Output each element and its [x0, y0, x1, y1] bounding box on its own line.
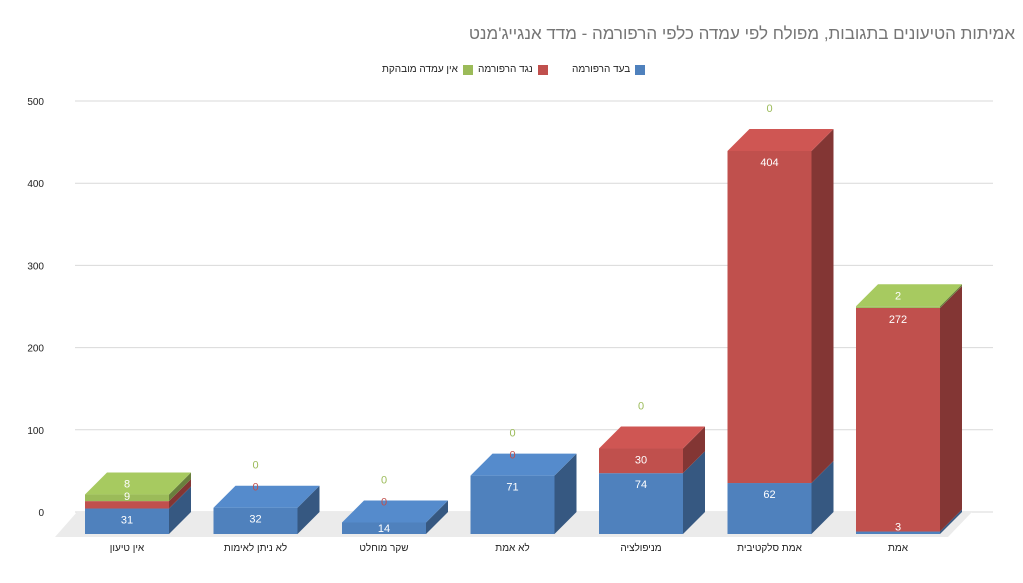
category-label: שקר מוחלט	[359, 542, 408, 554]
y-tick-label: 0	[38, 508, 44, 519]
legend-label: בעד הרפורמה	[572, 64, 631, 75]
bar-segment	[85, 508, 169, 534]
bar-segment	[470, 475, 555, 534]
category-label: מניפולציה	[620, 542, 661, 554]
bar-segment	[856, 531, 940, 534]
bar-segment	[856, 306, 940, 308]
bar-segment-side	[811, 128, 834, 484]
bar-segment	[727, 150, 812, 484]
data-label: 14	[378, 523, 390, 535]
bar-segment	[342, 522, 426, 534]
bar-segment	[727, 483, 812, 534]
category-label: אין טיעון	[110, 543, 145, 554]
data-label: 30	[635, 455, 647, 467]
legend: בעד הרפורמה נגד הרפורמה אין עמדה מובהקת	[0, 64, 1023, 80]
bar-segment	[213, 507, 298, 534]
bar-segment	[85, 501, 169, 509]
bar-top-cap	[599, 426, 705, 449]
data-label: 9	[124, 491, 130, 503]
legend-item: אין עמדה מובהקת	[382, 64, 473, 75]
legend-label: אין עמדה מובהקת	[382, 64, 458, 75]
bar-segment-side	[426, 500, 448, 534]
bar-top-cap	[85, 472, 191, 495]
bar-segment-side	[940, 285, 962, 532]
legend-swatch	[635, 64, 646, 75]
y-tick-label: 500	[27, 97, 44, 108]
chart-title: אמיתות הטיעונים בתגובות, מפולח לפי עמדה …	[468, 24, 1015, 43]
bar-segment	[85, 494, 169, 502]
data-label: 0	[766, 103, 772, 115]
bar-segment-side	[683, 451, 705, 534]
legend-item: בעד הרפורמה	[572, 64, 646, 75]
bar-segment-side	[683, 426, 705, 474]
bar-segment-side	[940, 509, 962, 534]
bar-segment-side	[811, 461, 834, 534]
data-label: 74	[635, 479, 647, 491]
data-label: 272	[889, 314, 907, 326]
y-tick-label: 400	[27, 179, 44, 190]
data-label: 0	[252, 482, 258, 494]
y-tick-label: 100	[27, 426, 44, 437]
legend-swatch	[462, 64, 473, 75]
y-tick-label: 200	[27, 344, 44, 355]
bar-segment	[599, 473, 683, 534]
data-label: 0	[638, 401, 644, 413]
bar-segment-side	[169, 472, 191, 502]
bar-segment-side	[297, 485, 320, 534]
bar-top-cap	[470, 453, 577, 476]
legend-label: נגד הרפורמה	[478, 64, 533, 75]
bar-top-cap	[213, 485, 320, 508]
data-label: 0	[381, 496, 387, 508]
bar-segment-side	[169, 479, 191, 509]
bar-segment-side	[940, 284, 962, 308]
category-label: לא ניתן לאימות	[224, 542, 287, 554]
bar-top-cap	[727, 128, 834, 151]
data-label: 62	[763, 489, 775, 501]
data-label: 71	[506, 482, 518, 494]
legend-item: נגד הרפורמה	[478, 64, 548, 75]
category-label: אמת סלקטיבית	[737, 542, 802, 554]
bar-segment	[599, 448, 683, 474]
bar-top-cap	[342, 500, 448, 523]
data-label: 0	[509, 450, 515, 462]
bar-segment-side	[554, 453, 577, 534]
data-label: 32	[249, 514, 261, 526]
data-label: 31	[121, 515, 133, 527]
bar-segment-side	[169, 486, 191, 534]
data-label: 8	[124, 479, 130, 491]
data-label: 0	[509, 428, 515, 440]
category-label: אמת	[888, 543, 909, 554]
legend-swatch	[537, 64, 548, 75]
category-label: לא אמת	[495, 542, 529, 554]
y-tick-label: 300	[27, 261, 44, 272]
bar-top-cap	[856, 284, 962, 307]
data-label: 404	[760, 157, 778, 169]
data-label: 0	[381, 474, 387, 486]
bar-segment	[856, 307, 940, 532]
data-label: 0	[252, 460, 258, 472]
data-label: 2	[895, 290, 901, 302]
data-label: 3	[895, 522, 901, 534]
